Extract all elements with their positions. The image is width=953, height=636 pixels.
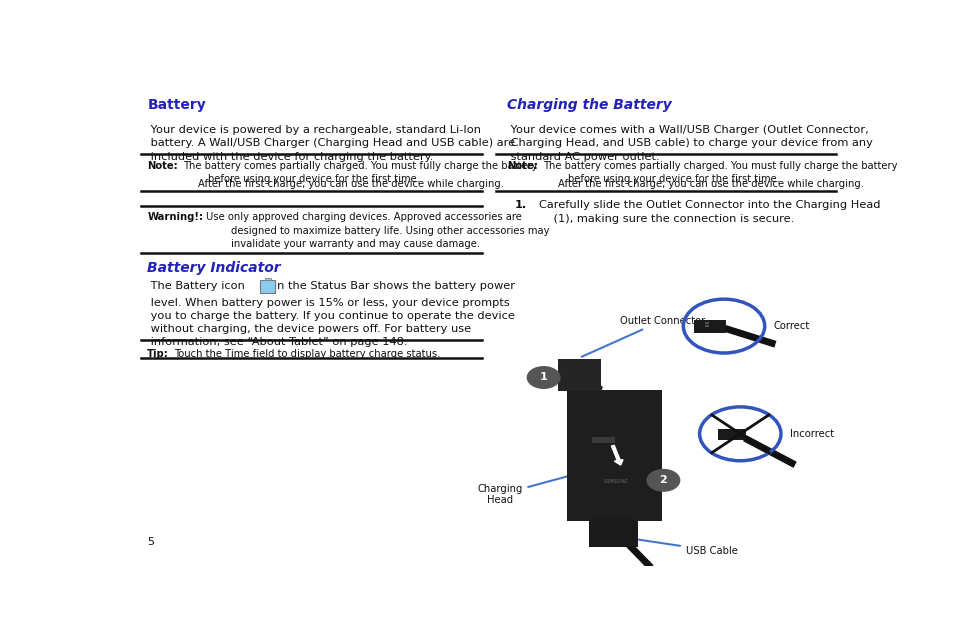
Text: After the first charge, you can use the device while charging.: After the first charge, you can use the … <box>558 179 862 189</box>
Bar <box>592 437 614 443</box>
Text: 1: 1 <box>539 373 547 382</box>
Text: 2: 2 <box>659 475 666 485</box>
Text: The Battery icon        in the Status Bar shows the battery power: The Battery icon in the Status Bar shows… <box>147 281 515 291</box>
Text: SAMSUNG: SAMSUNG <box>603 479 628 484</box>
Text: Battery Indicator: Battery Indicator <box>147 261 281 275</box>
Bar <box>581 388 587 399</box>
Text: Correct: Correct <box>773 321 809 331</box>
Text: Note:: Note: <box>507 160 537 170</box>
Text: Tip:: Tip: <box>147 349 169 359</box>
FancyBboxPatch shape <box>265 278 271 280</box>
FancyBboxPatch shape <box>718 429 745 439</box>
Text: Incorrect: Incorrect <box>789 429 833 439</box>
FancyBboxPatch shape <box>558 359 600 391</box>
Text: Charging
Head: Charging Head <box>476 476 569 506</box>
Text: level. When battery power is 15% or less, your device prompts
 you to charge the: level. When battery power is 15% or less… <box>147 298 515 347</box>
Text: The battery comes partially charged. You must fully charge the battery
        b: The battery comes partially charged. You… <box>183 160 537 184</box>
Text: After the first charge, you can use the device while charging.: After the first charge, you can use the … <box>197 179 503 189</box>
FancyBboxPatch shape <box>588 518 637 547</box>
Text: Your device is powered by a rechargeable, standard Li-Ion
 battery. A Wall/USB C: Your device is powered by a rechargeable… <box>147 125 515 162</box>
Text: 1.: 1. <box>515 200 526 210</box>
Bar <box>567 388 573 399</box>
Circle shape <box>527 367 559 388</box>
Circle shape <box>646 469 679 491</box>
FancyBboxPatch shape <box>694 320 724 333</box>
Text: Your device comes with a Wall/USB Charger (Outlet Connector,
 Charging Head, and: Your device comes with a Wall/USB Charge… <box>507 125 872 162</box>
FancyBboxPatch shape <box>260 280 275 293</box>
Text: Use only approved charging devices. Approved accessories are
        designed to: Use only approved charging devices. Appr… <box>206 212 550 249</box>
Text: Warning!:: Warning!: <box>147 212 203 223</box>
Bar <box>704 325 708 327</box>
Text: Battery: Battery <box>147 99 206 113</box>
Text: Charging the Battery: Charging the Battery <box>507 99 672 113</box>
Text: 5: 5 <box>147 537 154 548</box>
Text: Outlet Connector: Outlet Connector <box>581 315 704 357</box>
FancyArrow shape <box>611 445 622 465</box>
FancyBboxPatch shape <box>567 391 661 522</box>
Text: Touch the Time field to display battery charge status.: Touch the Time field to display battery … <box>173 349 440 359</box>
Bar <box>704 322 708 324</box>
Text: USB Cable: USB Cable <box>629 538 737 555</box>
Text: Note:: Note: <box>147 160 178 170</box>
Text: Carefully slide the Outlet Connector into the Charging Head
    (1), making sure: Carefully slide the Outlet Connector int… <box>538 200 880 224</box>
Text: The battery comes partially charged. You must fully charge the battery
        b: The battery comes partially charged. You… <box>542 160 897 184</box>
